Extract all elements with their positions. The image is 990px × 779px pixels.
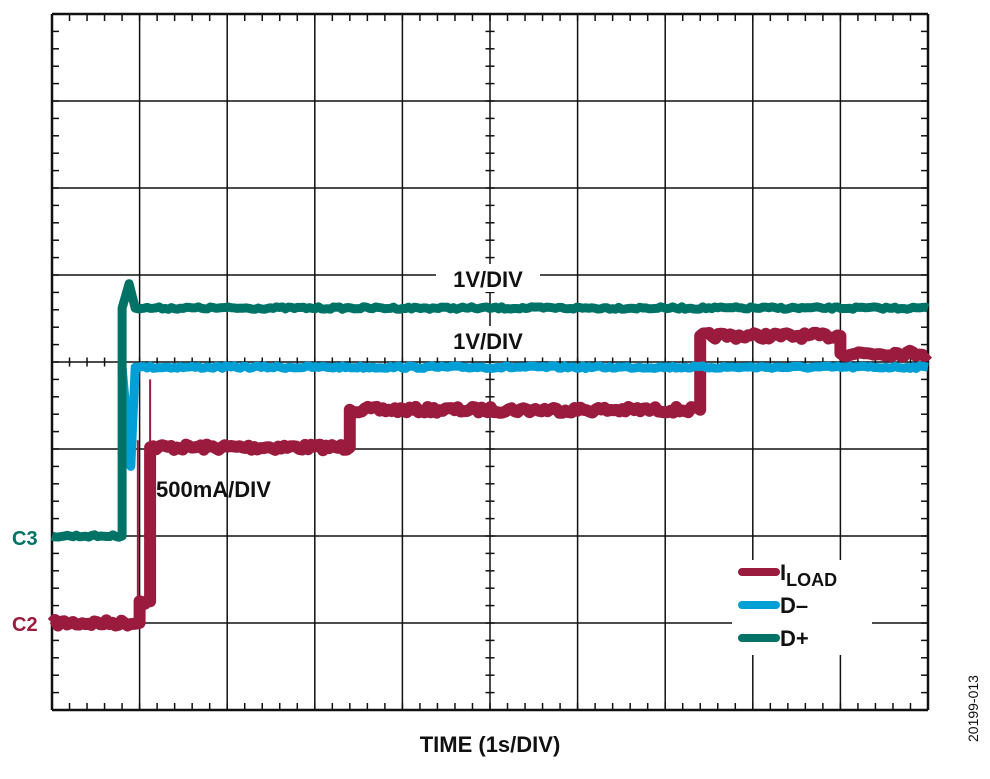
trace-d bbox=[117, 361, 930, 471]
traces bbox=[47, 279, 933, 632]
x-axis-label: TIME (1s/DIV) bbox=[420, 732, 561, 757]
figure-id: 20199-013 bbox=[965, 675, 981, 742]
trace-iload bbox=[47, 326, 933, 632]
iload-scale-label: 500mA/DIV bbox=[156, 477, 271, 502]
trace-d bbox=[50, 279, 930, 542]
legend: ILOAD D– D+ bbox=[738, 560, 837, 651]
legend-label-iload: ILOAD bbox=[780, 560, 837, 590]
dplus-scale-label: 1V/DIV bbox=[453, 267, 523, 292]
dplus-scale-bg bbox=[436, 264, 540, 292]
legend-label-dminus: D– bbox=[780, 593, 808, 618]
marker-c2: C2 bbox=[12, 614, 38, 636]
dminus-scale-bg bbox=[436, 326, 540, 354]
dminus-scale-label: 1V/DIV bbox=[453, 329, 523, 354]
grid bbox=[50, 12, 930, 712]
marker-c3: C3 bbox=[12, 528, 38, 550]
legend-label-dplus: D+ bbox=[780, 626, 809, 651]
